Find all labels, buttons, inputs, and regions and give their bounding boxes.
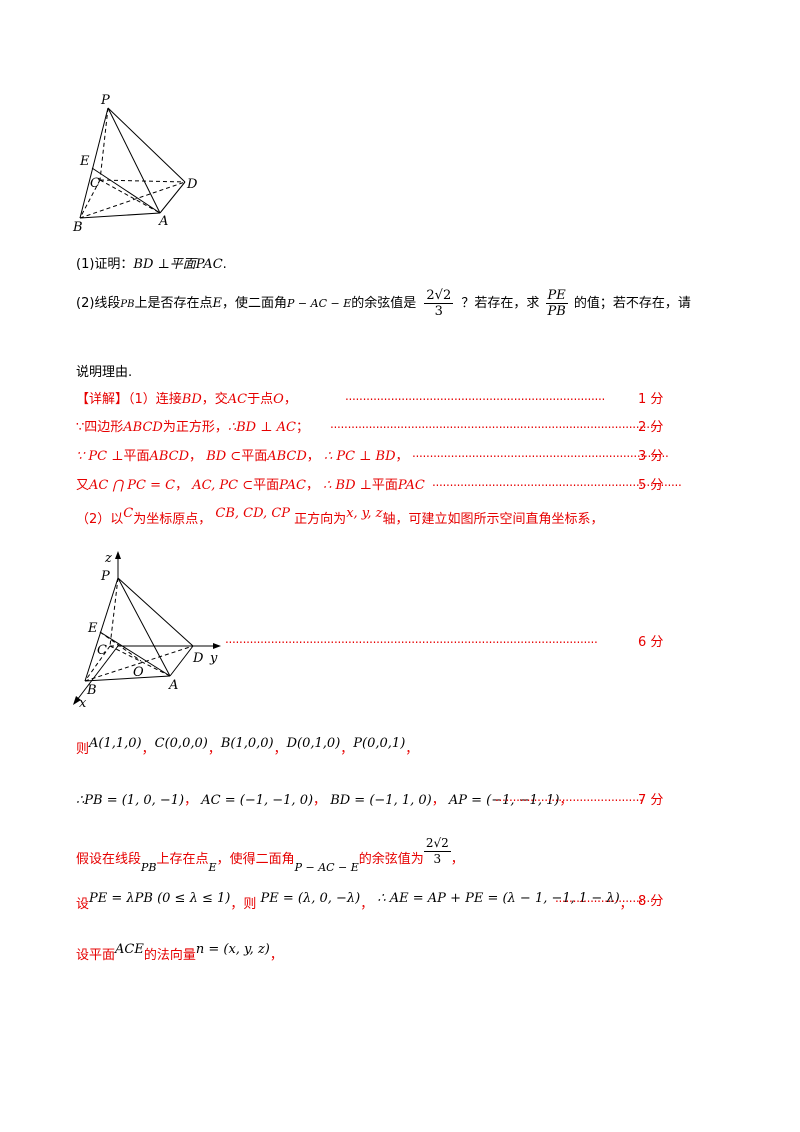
label-p2: P <box>100 569 110 584</box>
score-6: 6 分 <box>638 635 664 650</box>
label-e2: E <box>87 621 98 636</box>
solution-line-normal-vector: 设平面ACE的法向量n = (x, y, z)， <box>76 942 283 963</box>
pyramid-figure-2-coordinate: z P E C D y O B A x <box>73 551 221 710</box>
problem-part-2-line-2: 说明理由. <box>76 365 133 380</box>
label-b2: B <box>86 683 97 698</box>
problem-part-2: (2)线段PB上是否存在点E，使二面角P − AC − E的余弦值是 2√2 3 … <box>76 288 691 319</box>
score-dots-2: ........................................… <box>330 417 657 431</box>
label-b: B <box>72 220 83 233</box>
score-dots-3: ........................................… <box>412 446 669 460</box>
score-dots-1: ........................................… <box>345 389 606 403</box>
label-x: x <box>79 696 87 710</box>
solution-line-3: ∵ PC ⊥平面ABCD， BD ⊂平面ABCD， ∴ PC ⊥ BD， <box>76 449 409 464</box>
score-7: 7 分 <box>638 793 664 808</box>
label-a: A <box>158 214 168 229</box>
score-4: 5 分 <box>638 478 664 493</box>
score-dots-6: ........................................… <box>225 632 598 646</box>
label-z: z <box>104 551 112 566</box>
score-8: 8 分 <box>638 894 664 909</box>
solution-line-assume: 假设在线段PB上存在点E，使得二面角P − AC − E的余弦值为 2√2 3， <box>76 836 464 874</box>
label-d: D <box>186 177 198 192</box>
label-d2: D <box>192 651 204 666</box>
solution-line-coordinates: 则A(1,1,0)，C(0,0,0)，B(1,0,0)，D(0,1,0)，P(0… <box>76 736 419 757</box>
label-y: y <box>209 651 218 666</box>
score-2: 2 分 <box>638 420 664 435</box>
solution-line-2: ∵四边形ABCD为正方形，∴BD ⊥ AC； <box>76 420 309 435</box>
score-1: 1 分 <box>638 392 664 407</box>
problem-part-1: (1)证明：BD ⊥平面PAC. <box>76 257 227 272</box>
solution-line-1: 【详解】（1）连接BD，交AC于点O， <box>76 392 297 407</box>
label-c: C <box>90 176 100 191</box>
label-e: E <box>79 154 90 169</box>
score-dots-8: ............................ <box>555 891 654 905</box>
score-dots-7: ........................................… <box>495 790 643 804</box>
solution-line-4: 又AC ⋂ PC = C， AC, PC ⊂平面PAC， ∴ BD ⊥平面PAC <box>76 478 425 493</box>
solution-line-vectors: ∴PB = (1, 0, −1)， AC = (−1, −1, 0)， BD =… <box>76 793 573 808</box>
pyramid-figure-1: P E C D B A <box>72 93 198 233</box>
score-3: 3 分 <box>638 449 664 464</box>
label-p: P <box>100 93 110 108</box>
score-dots-4: ........................................… <box>432 475 682 489</box>
label-c2: C <box>97 643 107 658</box>
solution-line-5: （2）以C为坐标原点， CB, CD, CP 正方向为x, y, z轴，可建立如… <box>76 506 604 527</box>
label-a2: A <box>168 678 178 693</box>
label-o: O <box>133 665 144 680</box>
solution-line-set-pe: 设PE = λPB (0 ≤ λ ≤ 1)，则 PE = (λ, 0, −λ)，… <box>76 891 633 912</box>
